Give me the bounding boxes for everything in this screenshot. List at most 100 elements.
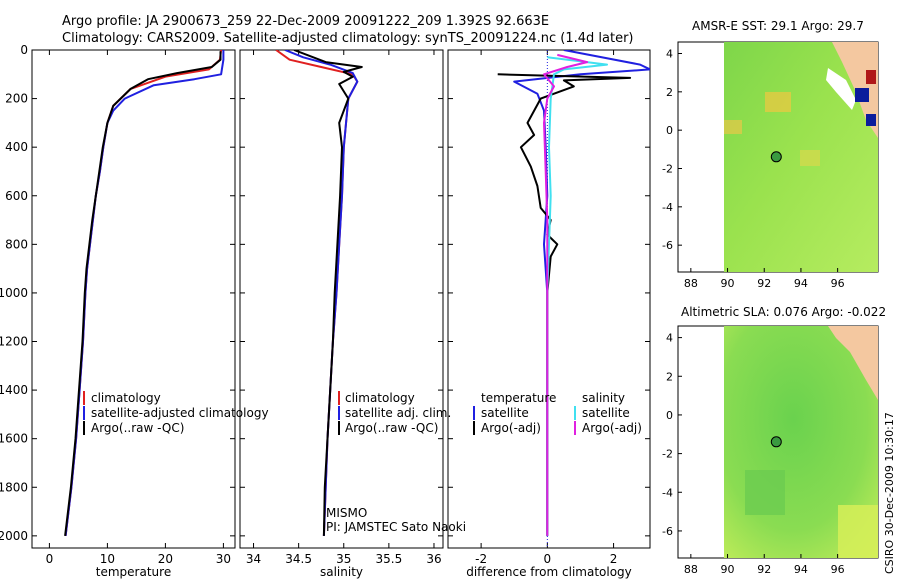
depth-tick-label: 800	[5, 237, 28, 251]
no-data-coast	[826, 68, 856, 110]
sst-map-ytick-label: -2	[662, 163, 673, 176]
sst-red-pixel	[866, 70, 876, 84]
sla-high-patch	[838, 505, 878, 558]
legend-label-sal-satellite: satellite	[582, 406, 630, 420]
temperature-series-satellite-adjusted-climatology	[64, 50, 225, 537]
depth-tick-label: 1800	[0, 480, 28, 494]
legend-label-sal-argo: Argo(-adj)	[582, 421, 642, 435]
depth-tick-label: 1000	[0, 286, 28, 300]
float-pi-label: PI: JAMSTEC Sato Naoki	[326, 520, 466, 534]
sst-map-ytick-label: 0	[666, 124, 673, 137]
legend-label-temp-satellite: satellite	[481, 406, 529, 420]
profile-plots: 0 10 20 30temperature0200400600800100012001…	[0, 43, 650, 579]
legend-label-climatology: climatology	[91, 391, 161, 405]
sst-map-ytick-label: -6	[662, 239, 673, 252]
sst-map-xtick-label: 90	[721, 277, 735, 290]
salinity-series-group	[275, 50, 363, 536]
title-line-1: Argo profile: JA 2900673_259 22-Dec-2009…	[62, 14, 549, 29]
temperature-series-group	[64, 50, 225, 537]
salinity-legend: climatology satellite adj. clim. Argo(..…	[326, 391, 466, 534]
sst-blue-pixel	[866, 114, 876, 126]
sst-warm-patch	[800, 150, 820, 166]
salinity-xtick-label: 35	[336, 552, 351, 566]
sst-argo-marker	[770, 151, 782, 163]
salinity-panel: 34 34.5 35 35.5 36 salinity	[240, 49, 443, 579]
sla-map-ytick-label: -2	[662, 448, 673, 461]
sst-warm-patch	[724, 120, 742, 134]
depth-tick-label: 600	[5, 189, 28, 203]
depth-tick-label: 200	[5, 92, 28, 106]
temperature-series-climatology	[64, 50, 223, 537]
sst-blue-pixel	[855, 88, 869, 102]
difference-series-group	[497, 50, 650, 536]
salinity-xtick-label: 34	[246, 552, 261, 566]
sst-warm-patch	[765, 92, 791, 112]
legend-label-satellite-adj: satellite adj. clim.	[345, 406, 451, 420]
legend-label-argo: Argo(..raw -QC)	[345, 421, 438, 435]
temperature-xlabel: temperature	[96, 565, 171, 579]
depth-tick-label: 1400	[0, 383, 28, 397]
salinity-series-satellite-adj-clim-	[284, 50, 359, 536]
sla-map-ytick-label: -4	[662, 486, 673, 499]
sst-map-xtick-label: 96	[831, 277, 845, 290]
sst-map-ytick-label: 2	[666, 86, 673, 99]
legend-title-temperature: temperature	[481, 391, 556, 405]
sla-map: Altimetric SLA: 0.076 Argo: -0.022 88 90 9…	[662, 305, 886, 576]
legend-label-climatology: climatology	[345, 391, 415, 405]
sst-map-xtick-label: 88	[684, 277, 698, 290]
temperature-plot-frame	[31, 49, 236, 549]
legend-label-satellite-adjusted: satellite-adjusted climatology	[91, 406, 269, 420]
depth-tick-label: 1200	[0, 335, 28, 349]
sla-map-ticks: 88 90 92 94 96 4 2 0 -2 -4 -6	[662, 332, 845, 576]
sst-map-title: AMSR-E SST: 29.1 Argo: 29.7	[692, 19, 864, 33]
sst-map-ticks: 88 90 92 94 96 4 2 0 -2 -4 -6	[662, 48, 845, 291]
difference-xtick-label: -2	[475, 552, 487, 566]
temperature-xtick-label: 30	[216, 552, 231, 566]
sla-low-patch	[745, 470, 785, 515]
csiro-timestamp: CSIRO 30-Dec-2009 10:30:17	[883, 412, 896, 574]
sla-map-ytick-label: 2	[666, 370, 673, 383]
salinity-plot-frame	[239, 49, 444, 549]
float-project-label: MISMO	[326, 506, 367, 520]
salinity-xlabel: salinity	[320, 565, 363, 579]
salinity-xtick-label: 36	[426, 552, 441, 566]
sst-map-ytick-label: -4	[662, 201, 673, 214]
temperature-xtick-label: 10	[100, 552, 115, 566]
depth-tick-label: 2000	[0, 529, 28, 543]
salinity-series-argo-raw-qc-	[293, 50, 363, 536]
sla-map-ytick-label: -6	[662, 525, 673, 538]
temperature-xtick-label: 20	[158, 552, 173, 566]
depth-tick-label: 0	[20, 43, 28, 57]
sst-map-xtick-label: 94	[794, 277, 808, 290]
title-line-2: Climatology: CARS2009. Satellite-adjuste…	[62, 31, 634, 46]
sla-map-xtick-label: 88	[684, 563, 698, 576]
sst-map: AMSR-E SST: 29.1 Argo: 29.7 88 90 92 94 96 4 2…	[662, 19, 879, 291]
difference-xtick-label: 2	[610, 552, 618, 566]
sla-map-ytick-label: 0	[666, 409, 673, 422]
depth-tick-label: 1600	[0, 432, 28, 446]
difference-xtick-label: 0	[544, 552, 552, 566]
sst-map-ytick-label: 4	[666, 48, 673, 61]
sla-map-xtick-label: 92	[757, 563, 771, 576]
sst-map-xtick-label: 92	[757, 277, 771, 290]
difference-series-salinity-argo-adj-	[543, 53, 589, 536]
difference-series-temperature-satellite	[513, 50, 650, 536]
legend-label-temp-argo: Argo(-adj)	[481, 421, 541, 435]
sla-argo-marker	[770, 436, 782, 448]
temperature-xtick-label: 0	[46, 552, 54, 566]
salinity-xtick-label: 34.5	[285, 552, 312, 566]
sla-map-xtick-label: 96	[831, 563, 845, 576]
temperature-legend: climatology satellite-adjusted climatolo…	[83, 391, 269, 435]
depth-tick-label: 400	[5, 140, 28, 154]
temperature-series-argo-raw-qc-	[64, 51, 222, 537]
difference-series-temperature-argo-adj-	[497, 73, 632, 536]
difference-series-salinity-satellite	[546, 56, 608, 536]
sla-map-xtick-label: 90	[721, 563, 735, 576]
sla-map-title: Altimetric SLA: 0.076 Argo: -0.022	[681, 305, 886, 319]
difference-legend: temperature salinity satellite Argo(-adj…	[473, 391, 642, 435]
difference-plot-frame	[447, 49, 651, 549]
sla-map-ytick-label: 4	[666, 332, 673, 345]
salinity-xtick-label: 35.5	[376, 552, 403, 566]
